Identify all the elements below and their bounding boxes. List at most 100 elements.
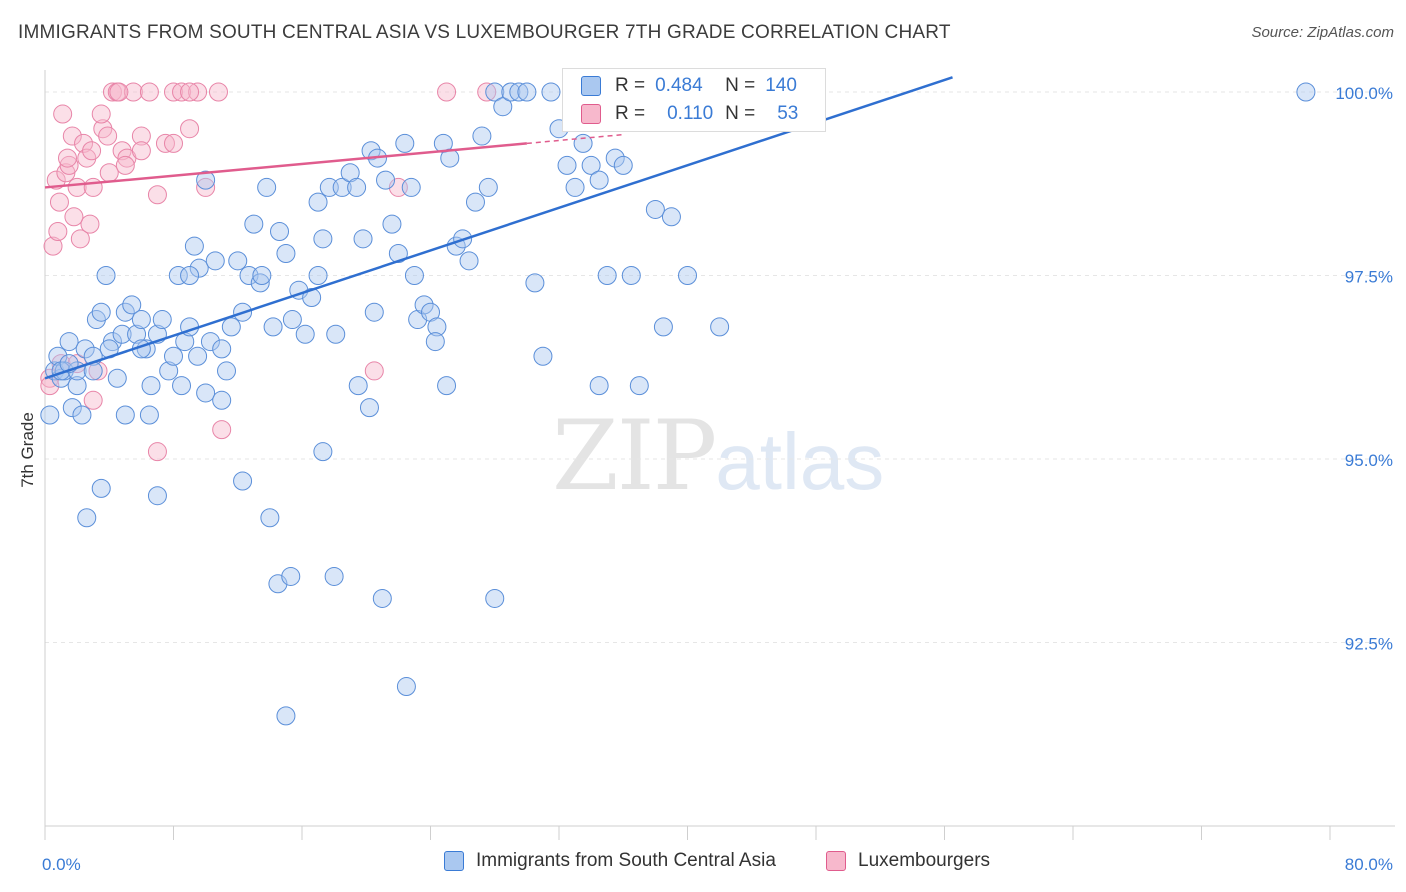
x-tick-label-min: 0.0% [42, 855, 81, 874]
immigrants-point [347, 177, 367, 197]
immigrants-point [147, 486, 167, 506]
immigrants-point [164, 346, 183, 366]
luxembourgers-trendline-extension [526, 133, 624, 145]
legend-row-luxembourgers: R = 0.110 N = 53 [581, 100, 798, 128]
immigrants-point [653, 317, 673, 337]
luxembourgers-point [74, 133, 94, 153]
immigrants-point [184, 236, 204, 256]
immigrants-point [613, 155, 633, 175]
luxembourgers-trendline [44, 142, 527, 189]
luxembourgers-point [131, 126, 151, 146]
luxembourgers-point [99, 163, 119, 183]
immigrants-point [541, 82, 561, 102]
immigrants-point [485, 82, 505, 102]
immigrants-point [212, 390, 232, 410]
immigrants-point [589, 170, 609, 190]
n-label: N = [725, 75, 756, 96]
immigrants-point [661, 207, 681, 227]
luxembourgers-point [109, 82, 129, 102]
y-tick-label: 92.5% [1345, 635, 1393, 654]
immigrants-point [302, 288, 322, 308]
immigrants-point [581, 155, 601, 175]
r-label: R = [615, 103, 646, 124]
immigrants-point [359, 398, 379, 418]
immigrants-point [361, 141, 381, 161]
luxembourgers-point [208, 82, 228, 102]
immigrants-point [565, 177, 585, 197]
immigrants-point [250, 273, 270, 293]
immigrants-point [401, 177, 421, 197]
immigrants-point [1296, 82, 1316, 102]
immigrants-point [465, 192, 485, 212]
luxembourgers-point [46, 170, 66, 190]
luxembourgers-point [131, 141, 151, 161]
luxembourgers-point [147, 442, 167, 462]
immigrants-point [115, 302, 135, 322]
immigrants-point [152, 310, 172, 330]
n-value-luxembourgers: 53 [777, 103, 799, 124]
immigrants-point [376, 170, 396, 190]
luxembourgers-point [62, 126, 82, 146]
immigrants-point [295, 324, 315, 344]
immigrants-point [395, 133, 415, 153]
immigrants-point [131, 310, 151, 330]
immigrants-point [472, 126, 492, 146]
immigrants-point [645, 199, 665, 219]
luxembourgers-point [180, 119, 200, 139]
immigrants-point [276, 243, 296, 263]
immigrants-point [107, 368, 127, 388]
luxembourgers-point [91, 104, 111, 124]
immigrants-point [589, 376, 609, 396]
immigrants-point [414, 295, 434, 315]
immigrants-point [332, 177, 352, 197]
r-value-immigrants: 0.484 [655, 75, 703, 96]
luxembourgers-point [83, 177, 103, 197]
immigrants-point [189, 258, 209, 278]
immigrants-point [427, 317, 447, 337]
immigrants-point [372, 588, 392, 608]
immigrants-point [396, 677, 416, 697]
immigrants-point [525, 273, 545, 293]
luxembourgers-point [437, 82, 457, 102]
x-tick-label-max: 80.0% [1345, 855, 1393, 874]
immigrants-point [437, 376, 457, 396]
immigrants-point [141, 376, 161, 396]
immigrants-point [678, 266, 697, 286]
immigrants-point [425, 332, 445, 352]
blue-swatch [444, 851, 464, 871]
legend-row-immigrants: R = 0.484 N = 140 [581, 72, 797, 100]
watermark: ZIPatlas [552, 400, 884, 512]
luxembourgers-point [80, 214, 100, 234]
immigrants-point [260, 508, 280, 528]
immigrants-point [217, 361, 237, 381]
legend-label-immigrants: Immigrants from South Central Asia [476, 850, 776, 871]
immigrants-point [77, 508, 97, 528]
immigrants-point [326, 324, 346, 344]
immigrants-point [244, 214, 264, 234]
luxembourgers-point [83, 390, 103, 410]
y-axis-label: 7th Grade [18, 412, 37, 488]
legend-item-immigrants[interactable]: Immigrants from South Central Asia [444, 850, 776, 872]
immigrants-point [59, 332, 79, 352]
immigrants-point [459, 251, 479, 271]
luxembourgers-point [53, 104, 73, 124]
immigrants-point [212, 339, 232, 359]
legend-item-luxembourgers[interactable]: Luxembourgers [826, 850, 990, 872]
luxembourgers-point [49, 192, 69, 212]
n-label: N = [725, 103, 756, 124]
immigrants-point [382, 214, 402, 234]
immigrants-point [348, 376, 368, 396]
immigrants-point [233, 471, 253, 491]
immigrants-point [180, 266, 200, 286]
immigrants-point [388, 243, 408, 263]
watermark-zip: ZIP [552, 400, 717, 512]
immigrants-point [91, 478, 111, 498]
immigrants-point [252, 266, 272, 286]
immigrants-point [509, 82, 529, 102]
immigrants-point [493, 97, 513, 117]
pink-swatch [581, 104, 601, 124]
immigrants-point [313, 229, 333, 249]
immigrants-point [573, 133, 593, 153]
y-tick-label: 100.0% [1335, 84, 1393, 103]
immigrants-point [221, 317, 241, 337]
